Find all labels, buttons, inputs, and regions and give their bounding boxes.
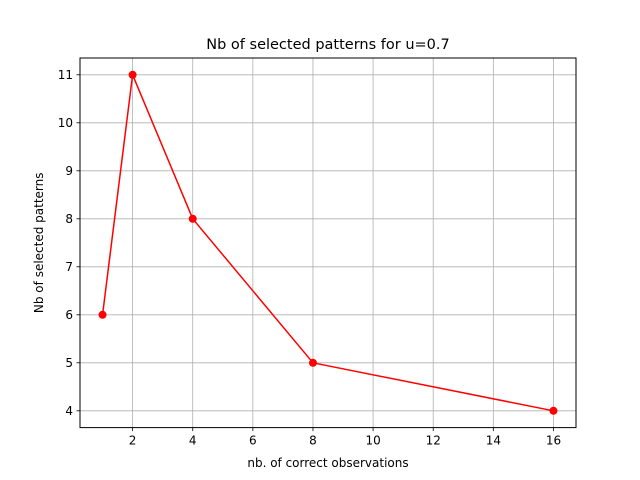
x-tick-label: 4	[189, 434, 197, 448]
data-point	[308, 358, 317, 367]
x-tick-label: 10	[365, 434, 380, 448]
y-axis-title: Nb of selected patterns	[32, 172, 46, 313]
x-axis-title: nb. of correct observations	[247, 456, 408, 470]
series-layer	[98, 70, 558, 415]
data-point	[128, 70, 137, 79]
grid	[80, 58, 576, 428]
data-point	[188, 214, 197, 223]
x-tick-label: 2	[129, 434, 137, 448]
y-tick-label: 7	[65, 260, 73, 274]
y-tick-label: 11	[58, 68, 73, 82]
x-tick-label: 8	[309, 434, 317, 448]
y-tick-label: 4	[65, 404, 73, 418]
x-tick-label: 6	[249, 434, 257, 448]
y-tick-label: 5	[65, 356, 73, 370]
ticks: 2 4 6 8 10 12 14 16 4 5 6 7 8 9 10 11	[58, 68, 561, 448]
x-tick-label: 12	[426, 434, 441, 448]
plot-area-frame	[79, 57, 577, 429]
y-tick-label: 10	[58, 116, 73, 130]
y-tick-label: 8	[65, 212, 73, 226]
y-tick-label: 6	[65, 308, 73, 322]
chart-title: Nb of selected patterns for u=0.7	[206, 37, 449, 53]
data-point	[98, 310, 107, 319]
data-point	[549, 406, 558, 415]
x-tick-label: 14	[486, 434, 501, 448]
x-tick-label: 16	[546, 434, 561, 448]
y-tick-label: 9	[65, 164, 73, 178]
